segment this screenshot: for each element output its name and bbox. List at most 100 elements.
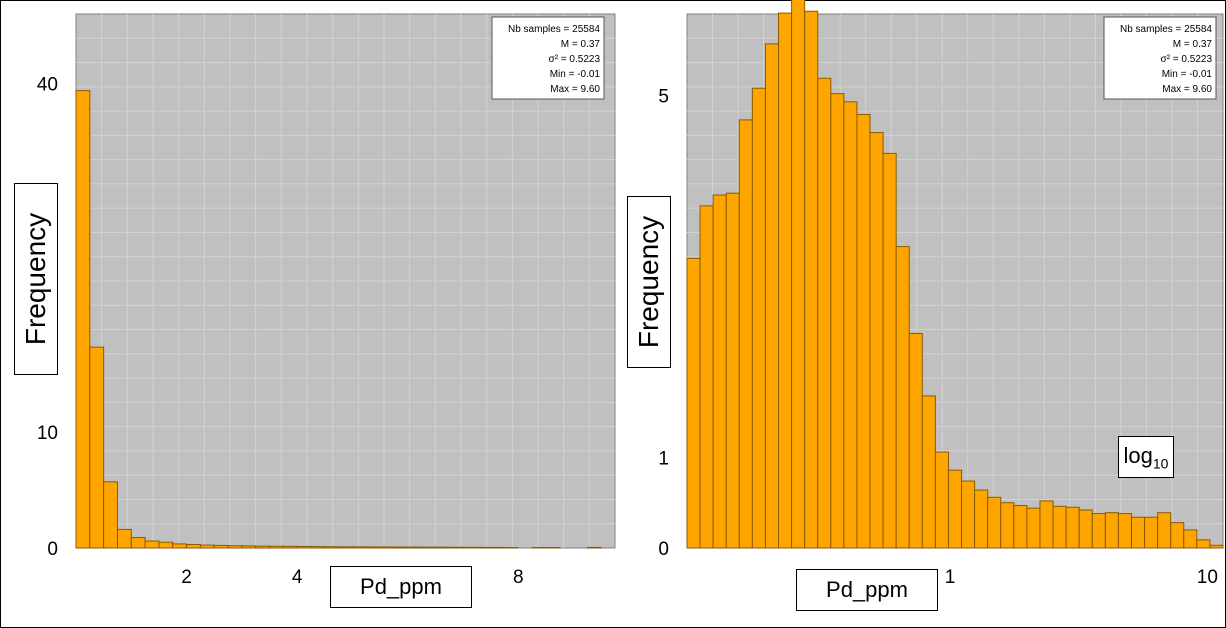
right-stats-box: Nb samples = 25584 M = 0.37 σ² = 0.5223 …: [1103, 16, 1217, 100]
right-histogram-bar: [869, 132, 884, 549]
right-histogram-bar: [1170, 522, 1185, 549]
right-histogram-bar: [686, 257, 701, 549]
left-histogram-bar: [421, 546, 436, 549]
right-histogram-bar: [1130, 516, 1146, 549]
right-histogram-bar: [1000, 502, 1015, 549]
right-histogram-bar: [987, 496, 1002, 549]
left-stat-line: Max = 9.60: [550, 84, 600, 95]
right-histogram-bar: [1013, 504, 1028, 549]
right-histogram-bar: [1183, 529, 1198, 549]
left-histogram-bar: [476, 546, 492, 549]
left-stat-line: M = 0.37: [561, 39, 601, 50]
left-histogram-bar: [448, 546, 464, 549]
left-x-tick-label: 8: [513, 567, 524, 588]
right-histogram-bar: [934, 451, 949, 549]
left-histogram-bar: [282, 545, 298, 549]
left-histogram-bar: [158, 541, 174, 549]
left-histogram-bar: [186, 544, 201, 549]
left-histogram-bar: [89, 346, 105, 549]
right-y-axis-label-text: Frequency: [633, 215, 665, 349]
left-histogram-bar: [490, 546, 505, 549]
right-histogram-bar: [712, 194, 727, 549]
right-x-tick-label: 10: [1197, 567, 1218, 588]
left-histogram-bar: [434, 546, 450, 549]
left-x-tick-label: 4: [292, 567, 303, 588]
right-histogram-bar: [751, 87, 766, 549]
right-y-tick-label: 1: [658, 448, 669, 469]
left-stats-background: [491, 16, 605, 100]
right-histogram-bar: [725, 192, 740, 549]
left-histogram-bar: [393, 546, 409, 549]
left-histogram-bar: [462, 546, 478, 549]
right-histogram-bar: [1026, 507, 1041, 549]
left-histogram-bar: [407, 546, 423, 549]
right-x-axis-label: Pd_ppm: [796, 569, 938, 611]
right-histogram-bar: [1144, 516, 1159, 549]
left-stat-line: σ² = 0.5223: [549, 54, 601, 65]
left-histogram-bar: [586, 546, 602, 549]
left-y-tick-label: 10: [37, 423, 58, 444]
left-histogram-bar: [172, 543, 188, 549]
left-x-tick-label: 2: [181, 567, 192, 588]
right-histogram-bar: [974, 489, 989, 549]
left-histogram-bar: [268, 545, 284, 549]
left-grid: [76, 14, 615, 548]
right-x-tick-label: 1: [945, 567, 956, 588]
right-histogram: 0 1 5 1 10 Nb samples = 25584 M = 0.37 σ² = …: [658, 0, 1224, 588]
left-histogram-bar: [227, 545, 243, 549]
right-histogram-bar: [1157, 512, 1172, 549]
left-histogram-bar: [296, 545, 312, 549]
left-stat-line: Min = -0.01: [550, 69, 601, 80]
left-histogram-bar: [324, 546, 340, 549]
left-stats-box: Nb samples = 25584 M = 0.37 σ² = 0.5223 …: [491, 16, 605, 100]
left-histogram-bar: [310, 546, 326, 549]
right-histogram-bar: [817, 77, 832, 549]
right-histogram-bar: [921, 395, 936, 549]
left-histogram-bar: [199, 544, 215, 549]
log-scale-label: log10: [1118, 436, 1174, 478]
right-y-tick-label: 5: [658, 86, 669, 107]
left-histogram-bar: [213, 544, 229, 549]
right-stat-line: M = 0.37: [1173, 39, 1213, 50]
left-x-axis-label-text: Pd_ppm: [360, 574, 442, 599]
right-histogram-bar: [895, 246, 910, 549]
left-histogram-bar: [116, 528, 132, 549]
log-scale-label-text: log10: [1123, 442, 1169, 472]
right-histogram-bar: [699, 205, 714, 549]
left-stat-line: Nb samples = 25584: [508, 24, 600, 35]
left-histogram-bar: [255, 545, 270, 549]
left-histogram-bar: [379, 546, 395, 549]
left-histogram-bar: [144, 540, 160, 549]
right-histogram-bar: [882, 152, 897, 549]
left-histogram-bar: [338, 546, 353, 549]
left-histogram-bar: [365, 546, 381, 549]
right-histogram-bar: [1117, 513, 1132, 549]
right-histogram-bar: [1052, 505, 1067, 549]
left-histogram-bar: [130, 537, 146, 549]
right-x-axis-label-text: Pd_ppm: [826, 577, 908, 602]
left-y-axis-label-text: Frequency: [20, 212, 52, 346]
right-stat-line: Min = -0.01: [1162, 69, 1213, 80]
right-bars: [686, 0, 1224, 549]
right-histogram-bar: [961, 480, 976, 549]
right-histogram-bar: [1039, 500, 1054, 549]
right-histogram-bar: [1078, 509, 1093, 549]
right-histogram-bar: [764, 43, 780, 549]
right-histogram-bar: [1209, 544, 1224, 549]
left-y-tick-label: 40: [37, 75, 58, 96]
left-y-axis-label: Frequency: [14, 183, 58, 375]
right-histogram-bar: [778, 12, 793, 549]
right-histogram-bar: [843, 101, 858, 549]
right-histogram-bar: [1091, 513, 1106, 549]
left-histogram-bar: [103, 481, 118, 549]
right-stat-line: σ² = 0.5223: [1161, 54, 1213, 65]
right-histogram-bar: [1196, 539, 1211, 549]
right-histogram-bar: [1065, 506, 1080, 549]
right-stat-line: Max = 9.60: [1162, 84, 1212, 95]
right-y-tick-label: 0: [658, 539, 669, 560]
right-y-axis-label: Frequency: [627, 196, 671, 368]
left-histogram-bar: [75, 90, 91, 549]
